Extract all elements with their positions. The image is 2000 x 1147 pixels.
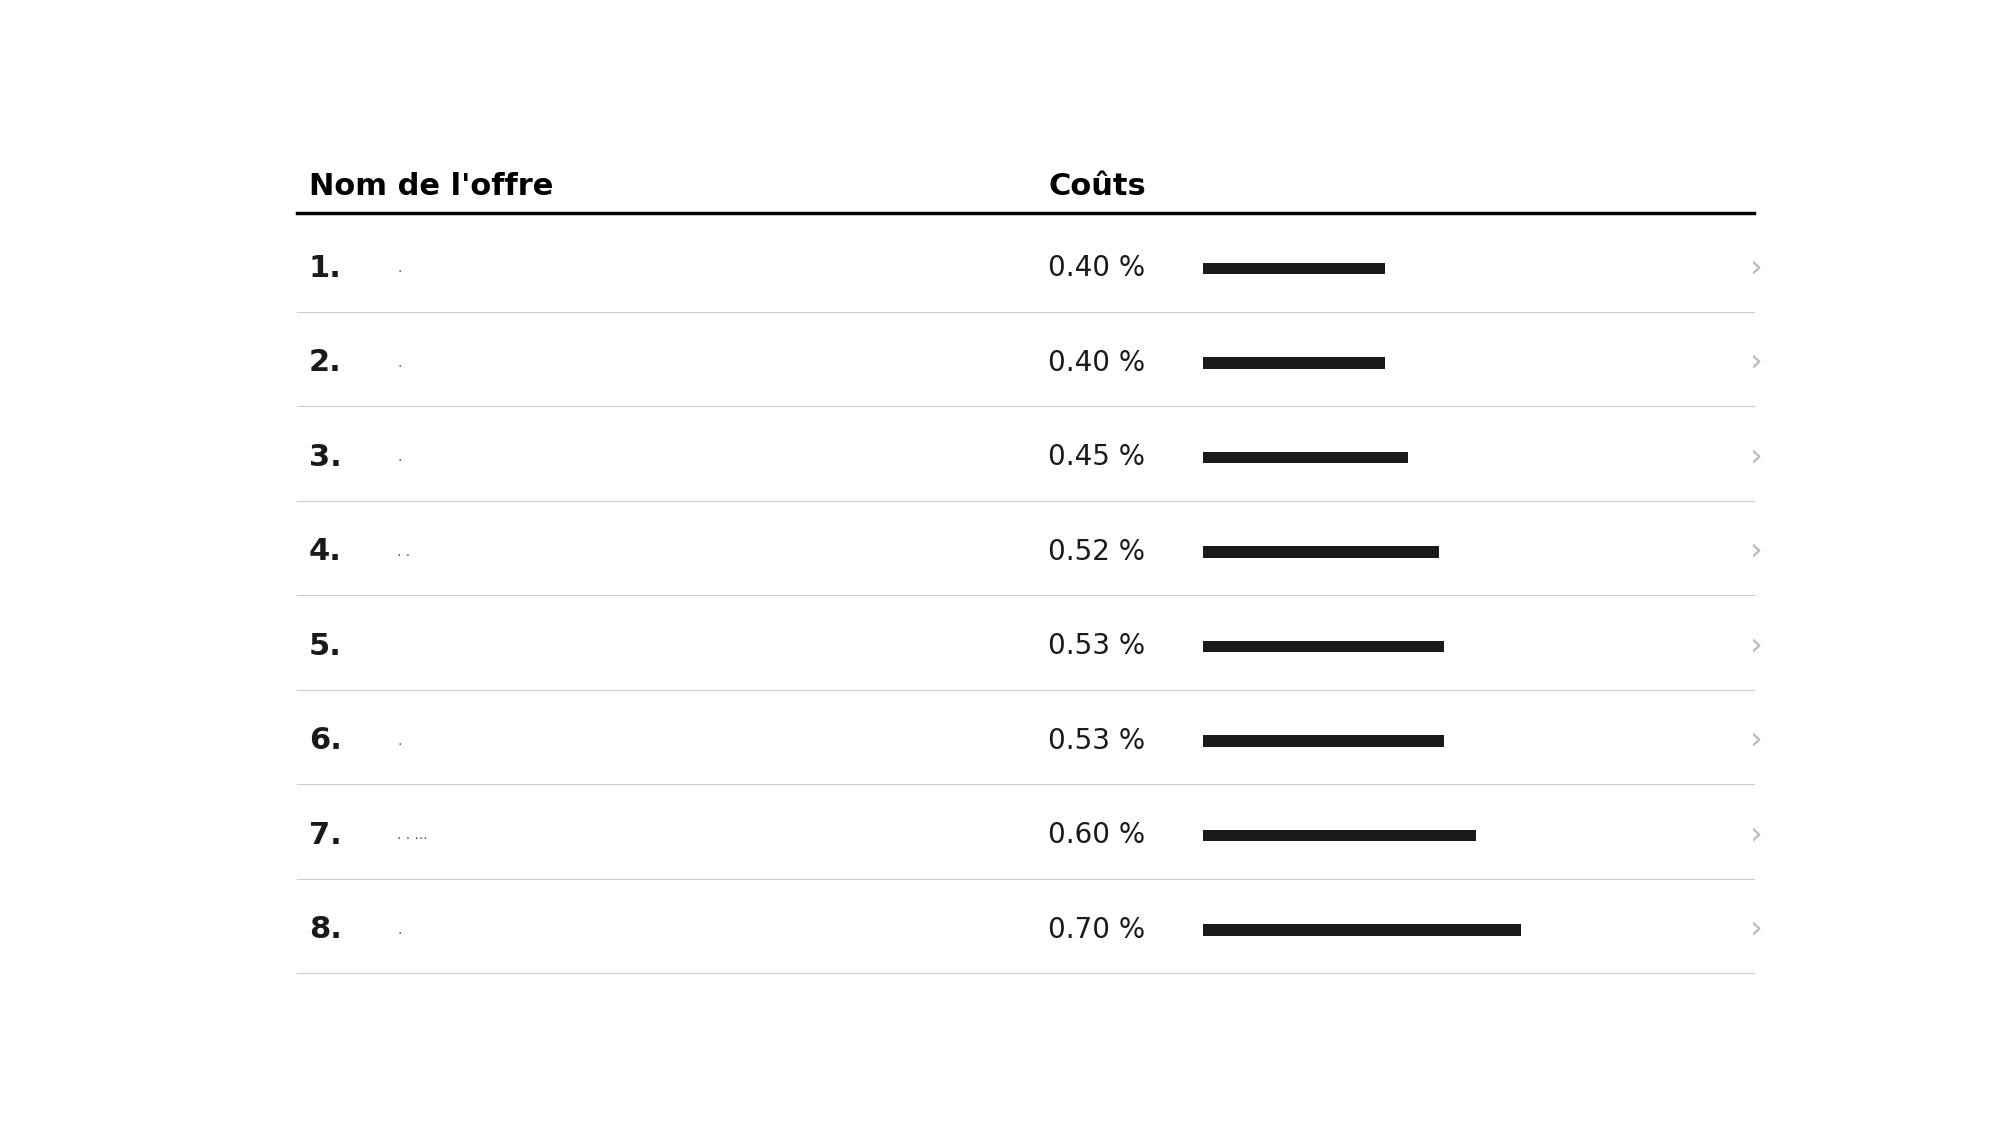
Text: ›: ›: [1750, 442, 1762, 473]
Text: ›: ›: [1750, 820, 1762, 851]
Text: 0.53 %: 0.53 %: [1048, 727, 1146, 755]
Text: ›: ›: [1750, 252, 1762, 283]
Bar: [1204, 452, 1408, 463]
Text: 5.: 5.: [308, 632, 342, 661]
Text: 0.40 %: 0.40 %: [1048, 255, 1146, 282]
Bar: [1204, 263, 1384, 274]
Bar: [1204, 924, 1522, 936]
Text: .: .: [398, 451, 402, 465]
Text: ›: ›: [1750, 537, 1762, 568]
Text: 7.: 7.: [308, 821, 342, 850]
Text: 2.: 2.: [308, 349, 342, 377]
Text: .: .: [398, 262, 402, 275]
Text: .: .: [398, 734, 402, 748]
Text: 0.53 %: 0.53 %: [1048, 632, 1146, 661]
Text: 8.: 8.: [308, 915, 342, 944]
Text: 1.: 1.: [308, 253, 342, 283]
Text: 0.45 %: 0.45 %: [1048, 444, 1146, 471]
Text: ›: ›: [1750, 348, 1762, 379]
Text: 0.60 %: 0.60 %: [1048, 821, 1146, 850]
Text: .: .: [398, 923, 402, 937]
Text: Nom de l'offre: Nom de l'offre: [308, 172, 554, 201]
Text: Coûts: Coûts: [1048, 172, 1146, 201]
Text: 4.: 4.: [308, 537, 342, 567]
Text: 0.70 %: 0.70 %: [1048, 915, 1146, 944]
Bar: [1204, 641, 1444, 653]
Bar: [1204, 357, 1384, 368]
Text: ›: ›: [1750, 914, 1762, 945]
Bar: [1204, 829, 1476, 841]
Text: 6.: 6.: [308, 726, 342, 756]
Bar: [1204, 546, 1440, 557]
Text: 3.: 3.: [308, 443, 342, 471]
Text: . . ...: . . ...: [398, 828, 428, 842]
Text: 0.40 %: 0.40 %: [1048, 349, 1146, 377]
Bar: [1204, 735, 1444, 747]
Text: . .: . .: [398, 545, 410, 559]
Text: ›: ›: [1750, 631, 1762, 662]
Text: ›: ›: [1750, 725, 1762, 756]
Text: .: .: [398, 356, 402, 369]
Text: 0.52 %: 0.52 %: [1048, 538, 1146, 565]
